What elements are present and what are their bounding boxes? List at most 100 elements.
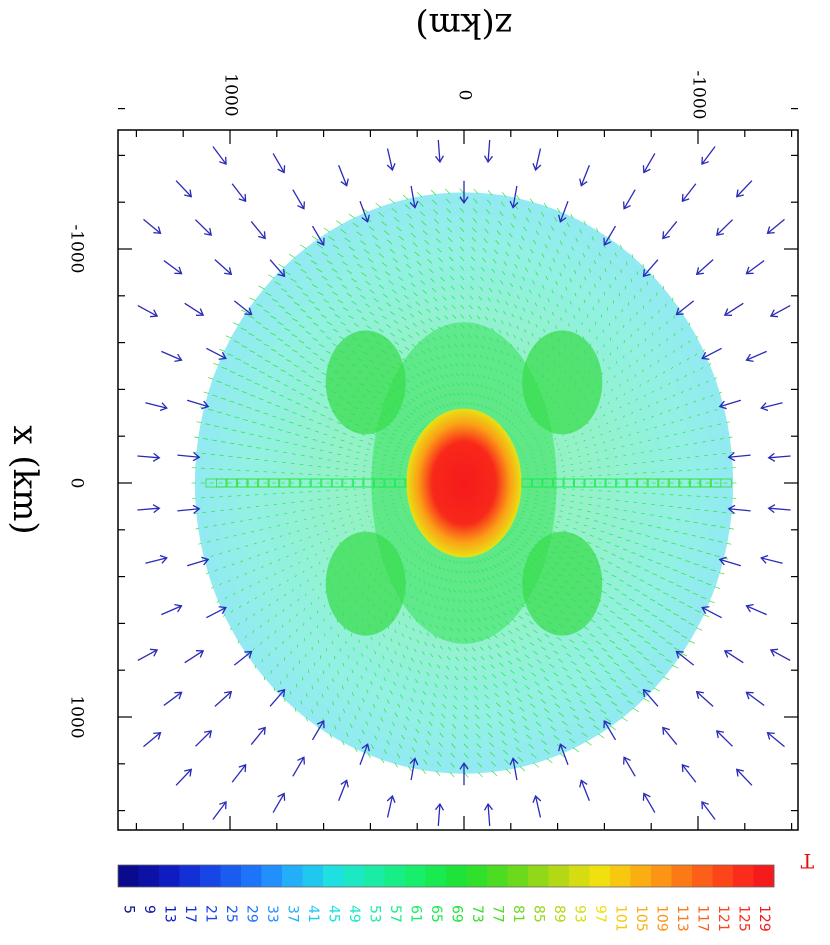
velocity-vector xyxy=(581,732,588,737)
velocity-vector xyxy=(247,445,252,448)
velocity-vector xyxy=(570,213,574,219)
infall-arrow xyxy=(676,650,695,666)
velocity-vector xyxy=(631,411,634,414)
velocity-vector xyxy=(383,677,387,682)
equatorial-flow-marker xyxy=(310,478,332,488)
velocity-vector xyxy=(455,656,459,661)
velocity-vector xyxy=(623,637,630,642)
velocity-vector xyxy=(274,281,281,286)
velocity-vector xyxy=(636,359,639,363)
velocity-vector xyxy=(608,366,611,370)
velocity-vector xyxy=(718,572,725,575)
velocity-vector xyxy=(688,340,691,344)
velocity-vector xyxy=(552,432,554,435)
velocity-vector xyxy=(502,681,508,686)
velocity-vector xyxy=(507,292,511,297)
velocity-vector xyxy=(393,320,399,325)
velocity-vector xyxy=(431,287,437,293)
velocity-vector xyxy=(603,291,606,296)
equatorial-flow-marker xyxy=(595,478,617,488)
velocity-vector xyxy=(701,397,705,400)
velocity-vector xyxy=(700,596,707,600)
infall-arrow xyxy=(311,720,325,741)
velocity-vector xyxy=(505,768,512,775)
velocity-vector xyxy=(531,672,537,677)
velocity-vector xyxy=(253,613,256,616)
velocity-vector xyxy=(621,518,626,521)
velocity-vector xyxy=(686,357,690,361)
velocity-vector xyxy=(380,717,384,722)
velocity-vector xyxy=(580,700,586,705)
velocity-vector xyxy=(611,410,614,413)
velocity-vector xyxy=(494,308,498,313)
velocity-vector xyxy=(419,630,422,635)
velocity-vector xyxy=(658,619,665,623)
velocity-vector xyxy=(640,451,644,454)
velocity-vector xyxy=(286,431,291,434)
velocity-vector xyxy=(702,441,706,443)
velocity-vector xyxy=(500,730,506,736)
velocity-vector xyxy=(239,520,244,522)
velocity-vector xyxy=(652,630,658,634)
velocity-vector xyxy=(664,398,667,401)
velocity-vector xyxy=(311,545,314,548)
velocity-vector xyxy=(382,633,385,638)
velocity-vector xyxy=(351,278,357,283)
infall-arrow xyxy=(272,793,285,813)
velocity-vector xyxy=(658,309,660,313)
velocity-vector xyxy=(265,577,269,580)
velocity-vector xyxy=(319,329,325,333)
velocity-vector xyxy=(203,438,208,440)
velocity-vector xyxy=(342,307,349,312)
velocity-vector xyxy=(414,251,420,257)
infall-arrow xyxy=(643,793,656,813)
infall-arrow xyxy=(195,219,212,236)
infall-arrow xyxy=(214,259,232,275)
velocity-vector xyxy=(634,589,640,592)
infall-arrow xyxy=(145,402,167,409)
velocity-vector xyxy=(408,636,412,641)
velocity-vector xyxy=(728,527,734,530)
colorbar-swatch xyxy=(302,865,324,887)
velocity-vector xyxy=(684,520,690,522)
equatorial-flow-marker xyxy=(205,478,227,488)
velocity-vector xyxy=(316,380,322,384)
velocity-vector xyxy=(345,732,349,737)
velocity-vector xyxy=(674,433,678,436)
velocity-vector xyxy=(278,583,281,587)
velocity-vector xyxy=(211,586,214,589)
velocity-vector xyxy=(714,408,718,411)
equatorial-flow-marker xyxy=(331,478,353,488)
velocity-vector xyxy=(237,374,244,378)
velocity-vector xyxy=(277,524,281,527)
velocity-vector xyxy=(428,318,433,323)
velocity-vector xyxy=(321,693,324,698)
velocity-vector xyxy=(425,249,431,255)
velocity-vector xyxy=(243,418,249,421)
velocity-vector xyxy=(192,451,198,454)
velocity-vector xyxy=(323,406,329,409)
velocity-vector xyxy=(668,382,671,386)
infall-arrow xyxy=(534,795,542,818)
velocity-vector xyxy=(241,588,244,592)
velocity-vector xyxy=(614,252,617,257)
velocity-vector xyxy=(649,598,656,602)
velocity-vector xyxy=(363,459,368,462)
velocity-vector xyxy=(613,447,616,450)
velocity-vector xyxy=(404,346,410,351)
velocity-vector xyxy=(617,427,620,430)
velocity-vector xyxy=(593,725,600,730)
velocity-vector xyxy=(587,648,594,652)
velocity-vector xyxy=(323,433,328,436)
infall-arrowhead xyxy=(201,556,210,566)
velocity-vector xyxy=(349,442,353,445)
velocity-vector xyxy=(623,570,629,573)
colorbar-swatch xyxy=(651,865,672,887)
velocity-vector xyxy=(571,683,577,688)
velocity-vector xyxy=(337,670,340,675)
velocity-vector xyxy=(445,188,451,195)
velocity-vector xyxy=(434,683,438,688)
velocity-vector xyxy=(266,437,272,440)
velocity-vector xyxy=(346,292,353,297)
velocity-vector xyxy=(332,701,335,706)
